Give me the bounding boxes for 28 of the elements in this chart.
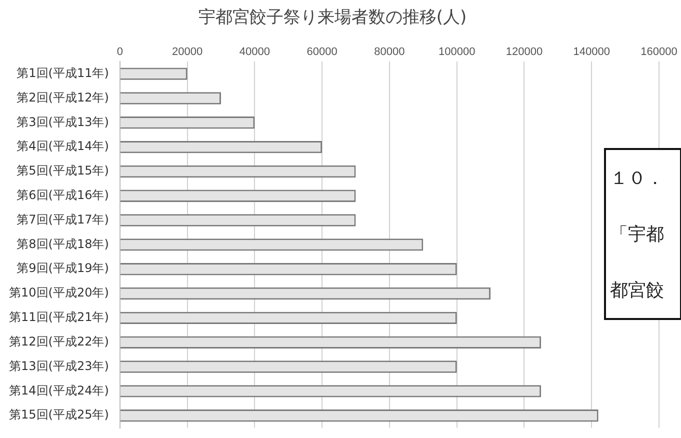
y-tick-label: 第13回(平成23年): [8, 358, 109, 373]
annotation: １０．: [610, 167, 665, 190]
y-tick-label: 第8回(平成18年): [16, 236, 109, 251]
x-tick-label: 0: [116, 46, 123, 58]
x-tick-label: 160000: [640, 46, 678, 58]
x-tick-label: 60000: [306, 46, 338, 58]
y-tick-label: 第11回(平成21年): [8, 310, 109, 324]
x-tick-label: 100000: [438, 46, 476, 58]
y-tick-label: 第4回(平成14年): [16, 139, 109, 154]
annotation: 都宮餃: [610, 279, 665, 302]
y-tick-label: 第12回(平成22年): [8, 334, 109, 348]
x-tick-label: 80000: [374, 46, 405, 58]
x-tick-label: 40000: [239, 46, 270, 58]
annotation: 「宇都: [610, 223, 665, 246]
x-tick-label: 120000: [506, 46, 543, 58]
chart-title: 宇都宮餃子祭り来場者数の推移(人): [198, 8, 467, 28]
y-tick-label: 第10回(平成20年): [8, 286, 109, 300]
y-tick-label: 第3回(平成13年): [16, 114, 109, 129]
x-tick-label: 140000: [573, 46, 610, 58]
y-tick-label: 第1回(平成11年): [16, 66, 109, 80]
y-tick-label: 第7回(平成17年): [16, 212, 109, 226]
y-tick-label: 第15回(平成25年): [8, 408, 109, 422]
y-tick-label: 第6回(平成16年): [16, 188, 109, 202]
y-tick-label: 第14回(平成24年): [8, 383, 109, 398]
y-tick-label: 第2回(平成12年): [16, 90, 109, 104]
y-tick-label: 第5回(平成15年): [16, 164, 109, 178]
y-tick-label: 第9回(平成19年): [16, 261, 109, 276]
x-tick-label: 20000: [172, 46, 203, 58]
